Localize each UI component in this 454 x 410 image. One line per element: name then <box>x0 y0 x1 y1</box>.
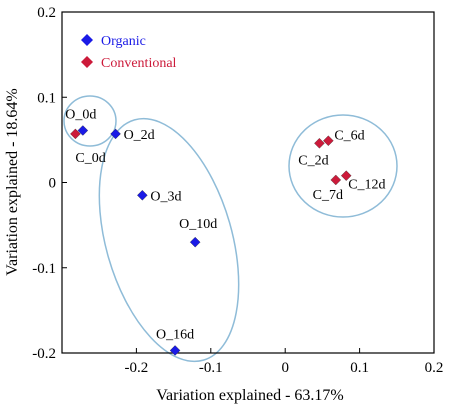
point-label-O_10d: O_10d <box>179 217 217 232</box>
legend-label-organic: Organic <box>101 34 146 49</box>
y-tick-label: 0.1 <box>37 90 56 106</box>
point-C_0d <box>70 128 81 140</box>
point-label-C_12d: C_12d <box>348 178 385 193</box>
point-C_6d <box>323 135 334 147</box>
point-label-O_16d: O_16d <box>156 327 194 342</box>
point-C_12d <box>340 170 352 181</box>
y-tick-label: -0.2 <box>32 346 56 362</box>
point-O_16d <box>169 345 181 356</box>
point-O_0d <box>77 125 89 136</box>
point-label-C_7d: C_7d <box>313 188 343 203</box>
x-axis-title: Variation explained - 63.17% <box>156 387 344 404</box>
x-tick-label: 0.2 <box>425 360 444 376</box>
ellipse-conventional <box>288 114 398 218</box>
point-O_3d <box>137 190 148 201</box>
data-points: O_0d O_2d O_3d O_10d O_16d C_0d C_2d C_6d C_7d C_… <box>65 107 386 356</box>
group-ellipses <box>63 95 398 363</box>
point-label-C_0d: C_0d <box>75 151 105 166</box>
point-label-O_0d: O_0d <box>65 107 96 122</box>
y-tick-label: 0 <box>49 176 57 192</box>
point-O_10d <box>189 236 201 248</box>
point-label-C_6d: C_6d <box>334 129 364 144</box>
x-tick-label: 0.1 <box>350 360 369 376</box>
point-C_7d <box>330 174 342 186</box>
point-C_2d <box>314 138 325 149</box>
legend-marker-conventional <box>81 56 93 68</box>
point-O_2d <box>110 128 121 140</box>
point-label-O_2d: O_2d <box>124 128 155 143</box>
axis-ticks: -0.2 -0.1 0 0.1 0.2 -0.2 -0.1 0 0.1 0.2 <box>32 5 443 376</box>
y-tick-label: -0.1 <box>32 261 56 277</box>
legend-marker-organic <box>81 34 93 46</box>
legend-label-conventional: Conventional <box>101 56 177 71</box>
x-tick-label: 0 <box>281 360 289 376</box>
x-tick-label: -0.2 <box>125 360 149 376</box>
point-label-C_2d: C_2d <box>298 153 328 168</box>
legend: Organic Conventional <box>81 34 177 71</box>
y-axis-title: Variation explained - 18.64% <box>4 88 21 276</box>
ellipse-organic <box>98 117 240 363</box>
x-tick-label: -0.1 <box>199 360 223 376</box>
point-label-O_3d: O_3d <box>150 189 181 204</box>
ellipse-day0 <box>63 95 117 147</box>
y-tick-label: 0.2 <box>37 5 56 21</box>
